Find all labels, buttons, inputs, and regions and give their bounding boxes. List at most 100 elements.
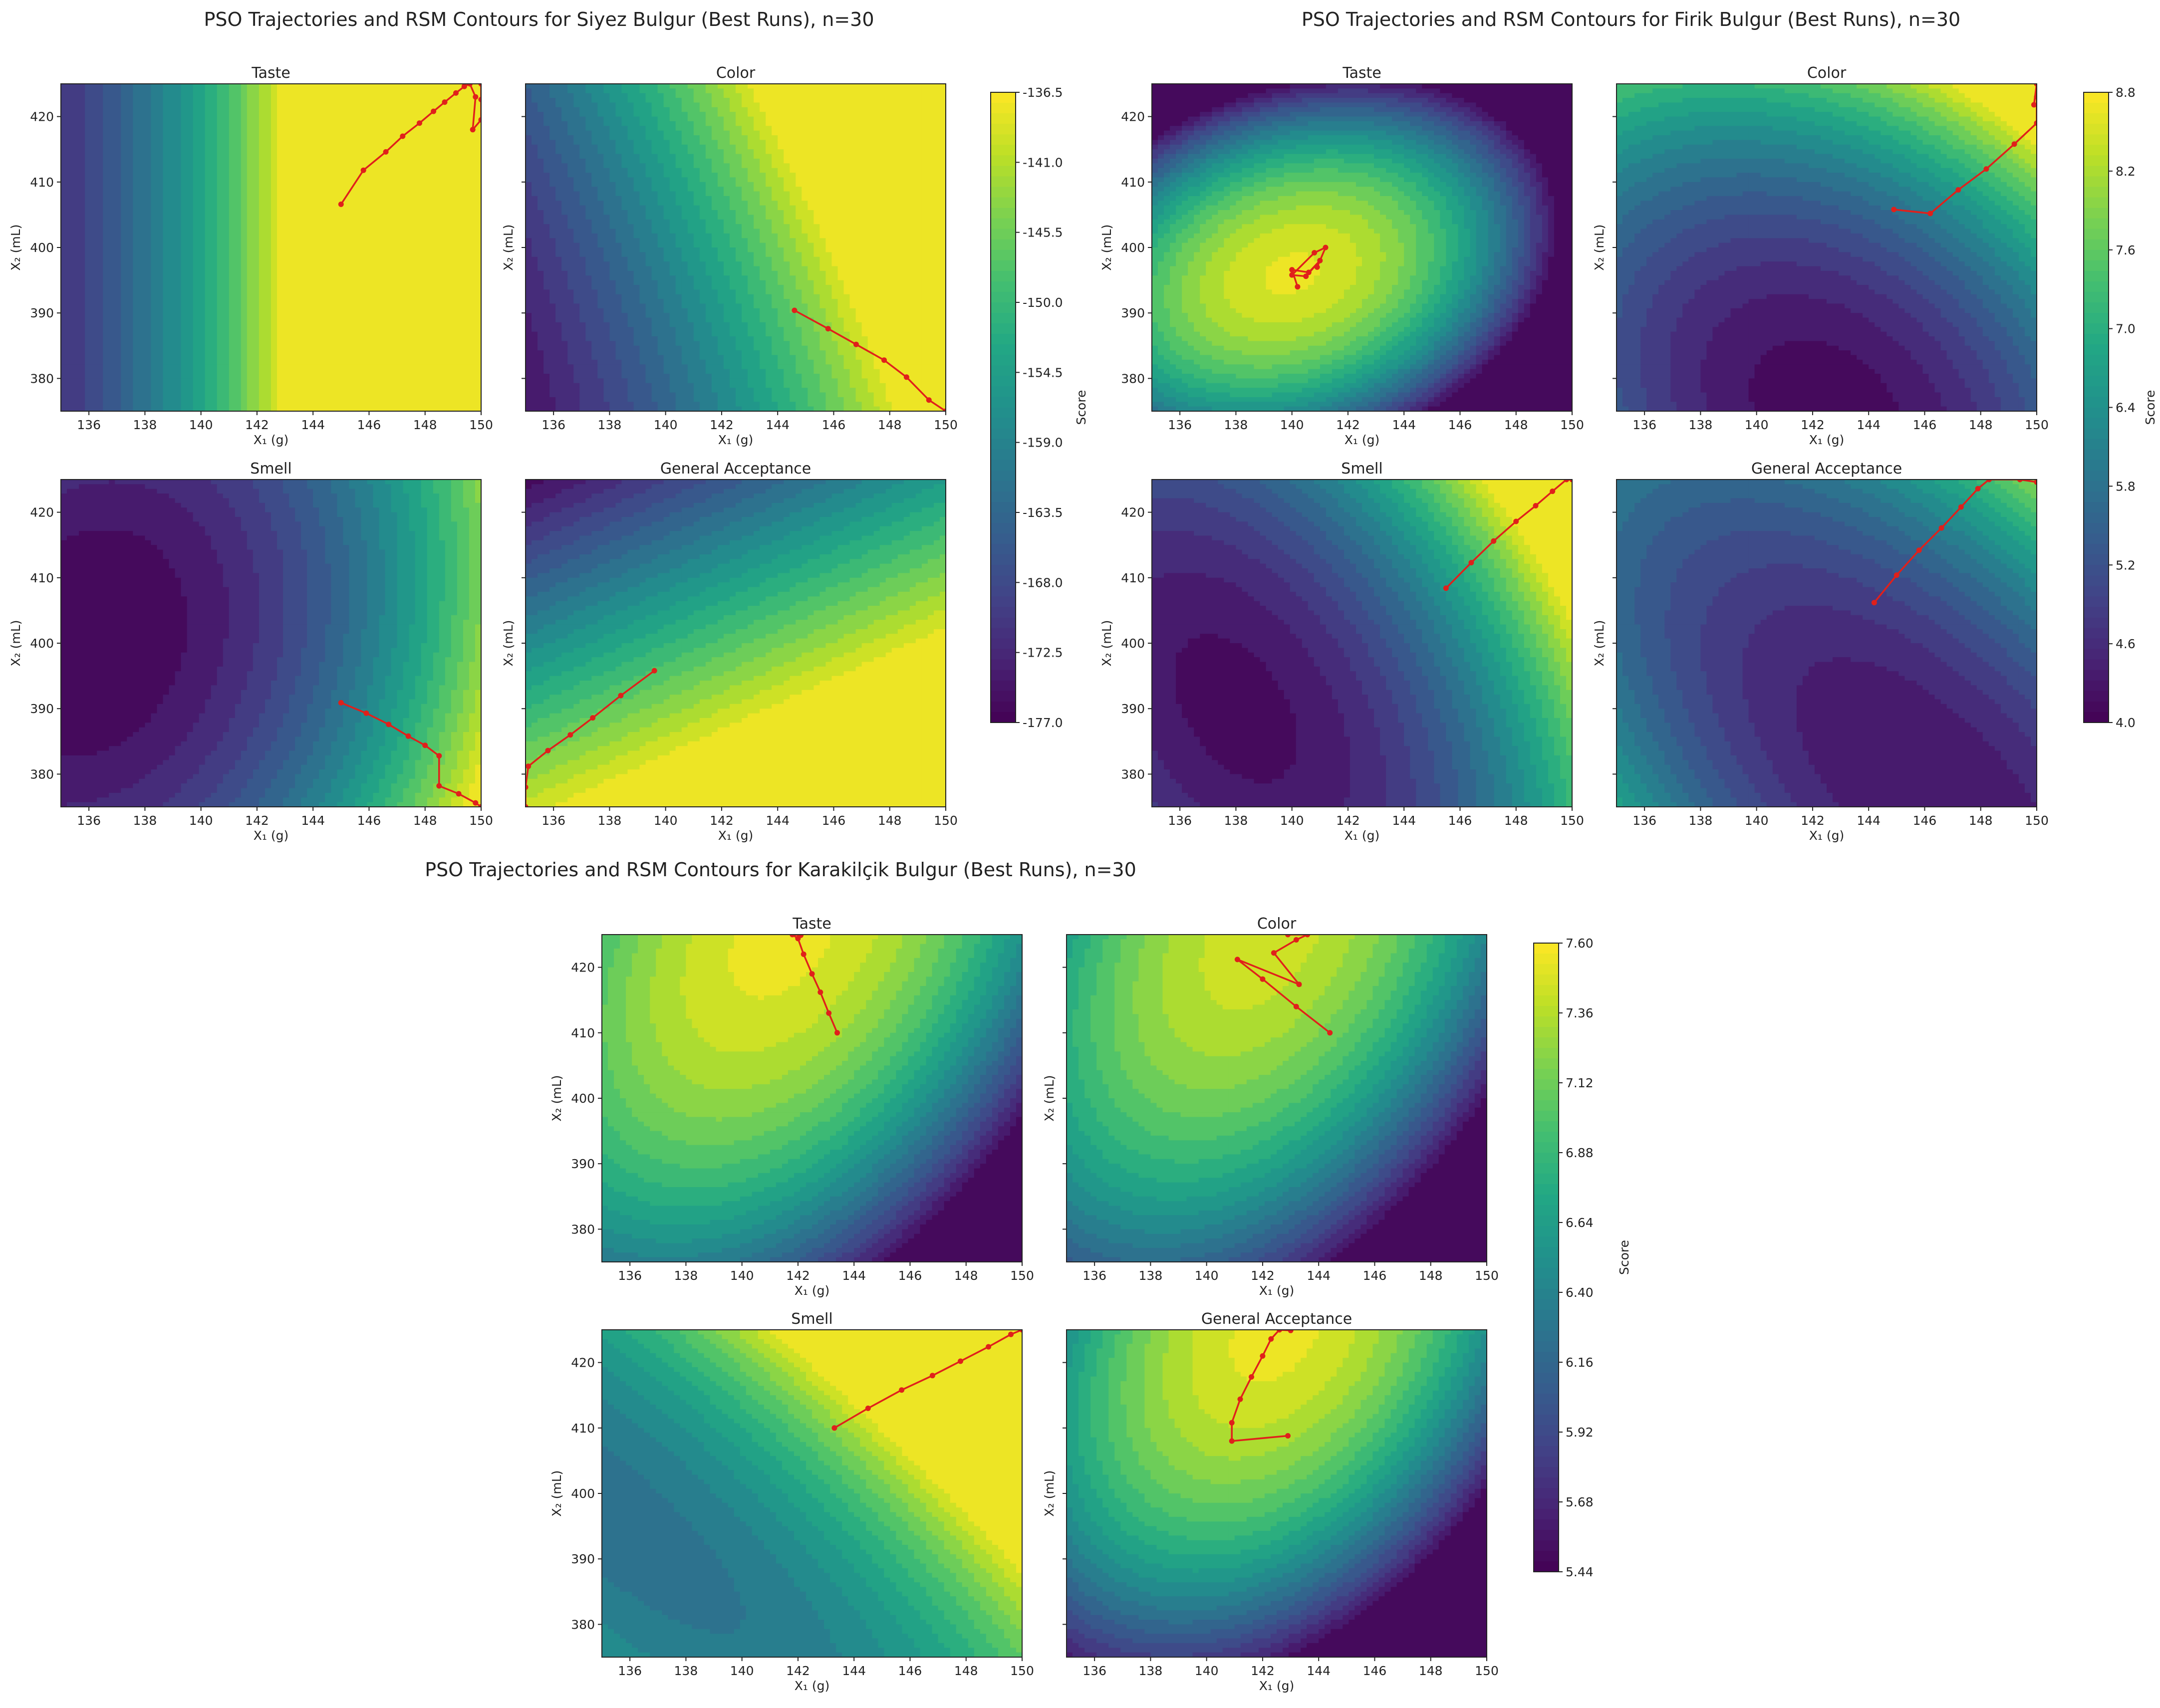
contour-cell [445,238,452,243]
contour-cell [271,177,277,182]
contour-cell [79,261,85,266]
contour-cell [409,117,416,122]
contour-cell [283,388,289,393]
contour-cell [193,257,200,262]
contour-cell [133,402,139,407]
contour-cell [319,280,325,285]
contour-cell [295,149,301,154]
contour-cell [355,168,361,173]
contour-cell [283,107,289,112]
contour-cell [103,187,109,192]
contour-cell [319,117,325,122]
contour-cell [157,126,163,131]
contour-cell [217,275,224,280]
contour-cell [97,126,103,131]
contour-cell [457,224,464,229]
contour-cell [253,220,260,225]
contour-cell [271,154,277,159]
contour-cell [463,196,470,201]
contour-cell [439,266,446,271]
contour-cell [253,247,260,252]
contour-cell [325,98,331,103]
contour-cell [457,355,464,360]
contour-cell [217,247,224,252]
contour-cell [205,177,212,182]
contour-cell [331,107,337,112]
contour-cell [205,327,212,332]
contour-cell [445,374,452,379]
contour-cell [115,163,121,168]
contour-cell [475,388,482,393]
contour-cell [373,187,379,192]
contour-cell [241,378,248,383]
contour-cell [259,192,266,197]
contour-cell [283,88,289,93]
contour-cell [115,135,121,140]
contour-cell [223,187,230,192]
contour-cell [409,154,416,159]
contour-cell [385,257,392,262]
contour-cell [385,336,392,341]
contour-cell [343,93,349,98]
contour-cell [187,229,194,234]
contour-cell [457,402,464,407]
contour-cell [475,140,482,145]
contour-cell [151,266,157,271]
contour-cell [301,206,307,211]
contour-cell [475,271,482,276]
contour-cell [379,397,386,402]
contour-cell [199,112,206,117]
contour-cell [139,318,145,323]
contour-cell [187,215,194,220]
contour-cell [241,397,248,402]
contour-cell [457,187,464,192]
contour-cell [526,112,532,117]
contour-cell [103,149,109,154]
contour-cell [85,159,91,164]
contour-cell [85,126,91,131]
contour-cell [211,163,218,168]
contour-cell [526,215,532,220]
contour-cell [229,121,236,126]
contour-cell [85,383,91,388]
contour-cell [97,355,103,360]
contour-cell [337,173,343,178]
contour-cell [301,112,307,117]
contour-cell [526,261,532,266]
contour-cell [61,360,67,365]
contour-cell [277,252,283,257]
contour-cell [457,346,464,351]
contour-cell [199,135,206,140]
contour-cell [427,388,434,393]
contour-cell [127,378,133,383]
contour-cell [433,275,440,280]
contour-cell [223,346,230,351]
contour-cell [289,247,295,252]
contour-cell [265,322,271,327]
contour-cell [409,145,416,150]
contour-cell [85,336,91,341]
contour-cell [463,243,470,248]
contour-cell [433,121,440,126]
contour-cell [439,206,446,211]
contour-cell [175,224,182,229]
contour-cell [181,299,188,304]
contour-cell [253,93,260,98]
contour-cell [295,201,301,206]
contour-cell [73,126,79,131]
contour-cell [193,131,200,136]
contour-cell [337,355,343,360]
contour-cell [337,341,343,346]
contour-cell [355,224,361,229]
contour-cell [463,346,470,351]
contour-cell [79,332,85,337]
contour-cell [337,271,343,276]
contour-cell [229,206,236,211]
contour-cell [337,145,343,150]
contour-cell [91,201,97,206]
contour-cell [283,224,289,229]
contour-cell [349,117,355,122]
contour-cell [265,294,271,299]
contour-cell [289,257,295,262]
contour-cell [193,388,200,393]
